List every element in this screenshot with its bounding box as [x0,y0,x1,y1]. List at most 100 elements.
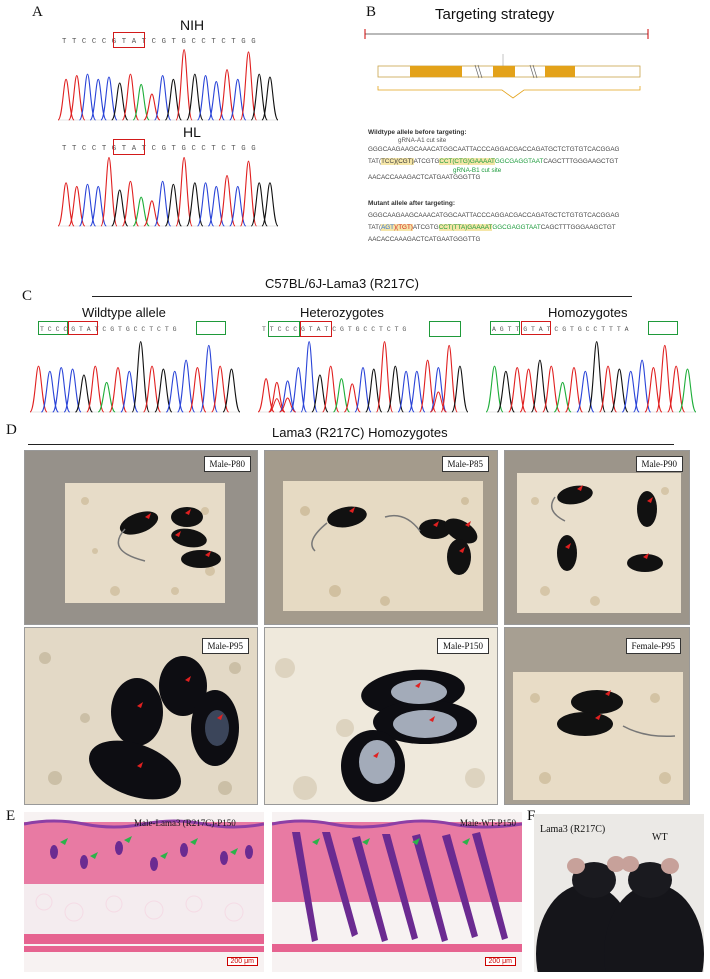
wt-c-sequence: T C C C G T A T C G T G C C T C T G [40,326,177,333]
wt-seq-ggcg: GGCGAGGTAAT [494,158,544,165]
chromatogram-peak-t [142,365,162,413]
mouse-photo-male-p150: Male-P150 [264,627,498,805]
mouse-photo-male-p90: Male-P90 [504,450,690,625]
mouse-photo-male-p95: Male-P95 [24,627,258,805]
chromatogram-peak-g [365,368,383,413]
chromatogram-peak-g [451,365,468,413]
chromatogram-peak-t [143,200,161,227]
wt-seq-prefix: TAT( [368,158,382,165]
comparison-label-lama3: Lama3 (R217C) [540,824,606,835]
chromatogram-peak-t [258,378,275,413]
homozygotes-title-rule [28,444,674,445]
chromatogram-peak-c [154,75,172,121]
chromatogram-peak-c [40,370,59,413]
wt-c-red-box [68,321,98,335]
cut-site-a1-label: gRNA-A1 cut site [398,137,447,144]
wt-seq-line-2: TAT(TCC)(CGT)ATCGTGCCT(CTG)GAAAATGGCGAGG… [368,158,618,165]
mouse-photo-male-p80: Male-P80 [24,450,258,625]
chromatogram-peak-a [132,196,150,227]
wt-seq-tcc: TCC [381,158,395,165]
hl-chromatogram [58,157,278,227]
chromatogram-peak-c [165,370,184,413]
chromatogram-peak-c [177,359,196,413]
chromatogram-peak-t [419,359,437,413]
mut-seq-cct: CCT(TTA)GAAAAT [438,224,493,231]
mut-seq-suffix: CAGCTTTGGGAAGCTGT [540,224,616,231]
wt-allele-heading: Wildtype allele before targeting: [368,129,467,136]
chromatogram-peak-t [644,367,663,413]
chromatogram-peak-g [74,374,93,413]
chromatogram-peak-c [63,368,82,413]
chromatogram-peak-c [354,367,372,413]
chromatogram-peak-t [564,367,584,413]
mut-seq-agt: AGT [381,224,395,231]
photo-label-p95: Male-P95 [201,638,249,654]
cage-illustration [505,451,689,624]
chromatogram-peak-c [621,370,640,413]
chromatogram-peak-c [52,367,71,413]
chromatogram-peak-t [375,341,394,413]
chromatogram-peak-t [218,175,236,227]
chromatogram-peak-t [211,365,230,413]
chromatogram-peak-a [97,381,116,413]
chromatogram-peak-g [261,76,278,121]
wt-c-green-box-1 [38,321,68,335]
panel-letter-a: A [32,4,43,20]
hom-green-box-2 [648,321,678,335]
chromatogram-peak-c [429,367,447,413]
chromatogram-peak-c [229,78,247,121]
wt-seq-cct: CCT(CTG)GAAAAT [439,158,495,165]
chromatogram-peak-g [164,183,182,227]
chromatogram-peak-g [250,182,268,227]
chromatogram-peak-t [86,365,105,413]
chromatogram-peak-a [332,378,351,413]
chromatogram-peak-c [397,370,415,413]
chromatogram-peak-t [175,49,193,121]
chromatogram-peak-g [386,365,404,413]
chromatogram-peak-t [218,69,236,121]
cage-illustration [265,451,497,624]
chromatogram-peak-t [143,93,161,121]
chromatogram-peak-c [78,183,97,227]
mouse-photo-male-p85: Male-P85 [264,450,498,625]
chromatogram-peak-g [587,341,606,413]
chromatogram-peak-t [655,344,674,413]
hom-red-box [521,321,551,335]
wt-c-chromatogram [30,341,240,413]
chromatogram-peak-a [553,381,572,413]
cage-illustration [265,628,497,804]
chromatogram-peak-g [186,182,204,227]
chromatogram-peak-g [111,189,129,227]
mut-seq-line-1: GGGCAAGAAGCAAACATGGCAATTACCCAGGACGACCAGA… [368,212,620,219]
scale-bar-right: 200 μm [484,957,516,966]
chromatogram-peak-c [89,185,107,227]
chromatogram-peak-g [261,182,278,227]
chromatogram-peak-t [58,78,75,121]
hl-sequence: T T C C T G T A T C G T G C C T C T G G [62,145,256,153]
nih-chromatogram [58,49,278,121]
chromatogram-peak-t [100,157,118,227]
mut-seq-tgt: )(TGT) [394,224,413,231]
panel-letter-b: B [366,4,377,20]
histology-wt: Male-WT-P150 200 μm [272,812,522,972]
chromatogram-peak-c [408,370,426,413]
histology-illustration [272,812,522,972]
chromatogram-peak-t [68,185,86,227]
chromatogram-peak-a [678,368,696,413]
cage-illustration [505,628,689,804]
chromatogram-peak-t [239,160,258,227]
histology-lama3: Male-Lama3 (R217C)-P150 200 μm [24,812,264,972]
het-sequence: T T C C C G T A T C G T G C C T C T G [262,326,407,333]
chromatogram-peak-t [188,367,207,413]
panel-letter-d: D [6,422,17,438]
het-red-box [300,321,332,337]
chromatogram-peak-t [121,73,140,121]
chromatogram-peak-c [89,78,107,121]
chromatogram-peak-t [343,383,361,413]
scale-bar-left: 200 μm [226,957,258,966]
mut-seq-line-2: TAT(AGT)(TGT)ATCGTGCCT(TTA)GAAAATGGCGAGG… [368,224,616,231]
chromatogram-peak-c [196,75,215,121]
nih-label: NIH [180,17,205,33]
photo-label-female-p95: Female-P95 [625,638,681,654]
chromatogram-peak-c [229,185,247,227]
